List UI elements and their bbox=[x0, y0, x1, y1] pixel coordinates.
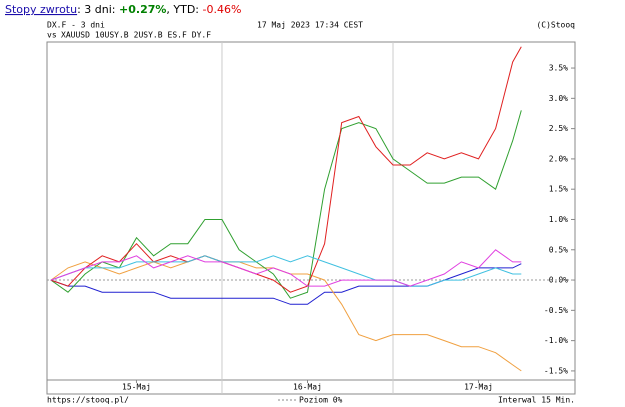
series-line bbox=[50, 255, 522, 287]
y-tick-label: 2.0% bbox=[549, 154, 568, 163]
summary-separator: , YTD: bbox=[166, 3, 202, 16]
y-tick-label: 3.0% bbox=[549, 94, 568, 103]
footer-right: Interwal 15 Min. bbox=[498, 396, 575, 405]
legend-entry: 2USY.B bbox=[134, 31, 163, 40]
x-tick-label: 17-Maj bbox=[464, 383, 493, 392]
y-tick-label: 0.0% bbox=[549, 276, 568, 285]
versus: vs bbox=[47, 31, 57, 40]
y-tick-label: 0.5% bbox=[549, 245, 568, 254]
y-tick-label: 1.0% bbox=[549, 215, 568, 224]
summary-ytd: -0.46% bbox=[203, 3, 242, 16]
x-axis-band bbox=[46, 379, 576, 395]
summary-change: +0.27% bbox=[119, 3, 166, 16]
series-line bbox=[50, 46, 522, 293]
series-line bbox=[50, 110, 522, 299]
y-tick-label: 2.5% bbox=[549, 124, 568, 133]
chart-source: (C)Stooq bbox=[536, 21, 575, 30]
zero-line-label: Poziom 0% bbox=[299, 396, 343, 405]
x-tick-label: 15-Maj bbox=[122, 383, 151, 392]
legend-entry: ES.F bbox=[168, 31, 187, 40]
summary-link[interactable]: Stopy zwrotu bbox=[5, 3, 77, 16]
summary-period: : 3 dni: bbox=[77, 3, 119, 16]
x-tick-label: 16-Maj bbox=[293, 383, 322, 392]
y-tick-label: -1.5% bbox=[544, 366, 568, 375]
y-tick-label: 1.5% bbox=[549, 185, 568, 194]
series-line bbox=[50, 255, 522, 372]
series-line bbox=[50, 249, 522, 287]
plot-frame bbox=[46, 41, 576, 381]
legend-entry: DY.F bbox=[192, 31, 211, 40]
y-tick-label: -0.5% bbox=[544, 306, 568, 315]
series-line bbox=[50, 263, 522, 305]
legend-entry: DX.F - 3 dni bbox=[47, 21, 105, 30]
legend-entry: XAUUSD bbox=[61, 31, 90, 40]
summary: Stopy zwrotu: 3 dni: +0.27%, YTD: -0.46% bbox=[5, 3, 241, 16]
legend-entry: 10USY.B bbox=[95, 31, 129, 40]
chart-date: 17 Maj 2023 17:34 CEST bbox=[257, 21, 363, 30]
y-tick-label: -1.0% bbox=[544, 336, 568, 345]
y-tick-label: 3.5% bbox=[549, 64, 568, 73]
footer-left: https://stooq.pl/ bbox=[47, 396, 129, 405]
